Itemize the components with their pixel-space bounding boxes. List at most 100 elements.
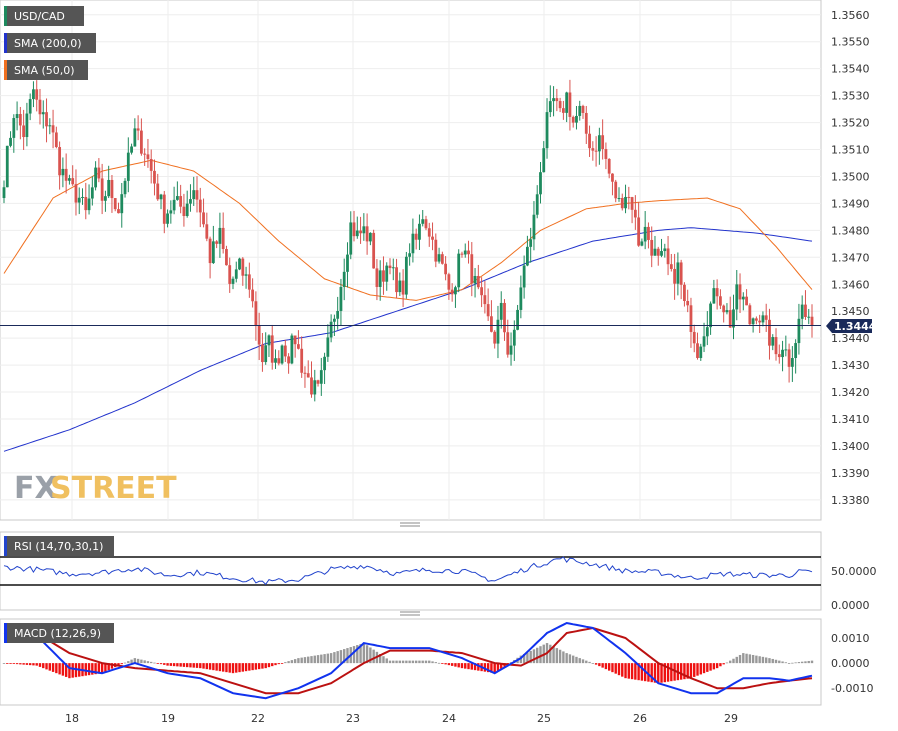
- legend-sma200[interactable]: SMA (200,0): [4, 33, 96, 53]
- macd-histogram-bar: [277, 663, 280, 665]
- macd-histogram-bar: [663, 663, 666, 683]
- candle-body: [9, 137, 12, 146]
- macd-histogram-bar: [45, 663, 48, 670]
- price-tick-label: 1.3430: [831, 359, 870, 372]
- legend-rsi[interactable]: RSI (14,70,30,1): [4, 536, 114, 556]
- candle-body: [565, 92, 569, 113]
- macd-histogram-bar: [218, 663, 222, 672]
- macd-histogram-bar: [343, 649, 346, 664]
- macd-histogram-bar: [261, 663, 264, 669]
- macd-histogram-bar: [185, 663, 189, 668]
- legend-sma50[interactable]: SMA (50,0): [4, 60, 88, 80]
- macd-histogram-bar: [182, 663, 186, 667]
- price-panel: [0, 0, 822, 521]
- macd-histogram-bar: [408, 660, 411, 664]
- candle-body: [270, 335, 274, 363]
- candlestick-series: [2, 79, 814, 402]
- macd-histogram-bar: [22, 663, 25, 665]
- macd-histogram-bar: [405, 660, 408, 664]
- candle-body: [48, 125, 52, 127]
- candle-body: [457, 253, 461, 288]
- macd-histogram-bar: [287, 661, 290, 664]
- macd-histogram-bar: [280, 663, 284, 664]
- macd-histogram-bar: [470, 663, 473, 670]
- candle-body: [588, 133, 591, 149]
- candle-body: [35, 89, 39, 100]
- legend-instrument[interactable]: USD/CAD: [4, 6, 84, 26]
- candle-body: [712, 288, 716, 304]
- candle-body: [326, 337, 330, 357]
- candle-body: [391, 267, 395, 269]
- macd-histogram-bar: [483, 663, 487, 672]
- macd-histogram-bar: [64, 663, 68, 677]
- candle-body: [306, 373, 310, 378]
- candle-body: [205, 224, 209, 239]
- macd-histogram-bar: [257, 663, 261, 670]
- macd-histogram-bar: [751, 654, 755, 664]
- macd-histogram-bar: [244, 663, 248, 672]
- macd-histogram-bar: [725, 662, 729, 664]
- candle-body: [758, 320, 762, 323]
- candle-body: [2, 187, 6, 199]
- pane-resize-handle-macd[interactable]: [400, 611, 420, 616]
- macd-histogram-bar: [392, 660, 395, 664]
- macd-histogram-bar: [385, 658, 388, 664]
- x-tick-label: 22: [251, 712, 265, 725]
- macd-histogram-bar: [787, 663, 791, 664]
- price-tick-label: 1.3540: [831, 63, 870, 76]
- macd-histogram-bar: [552, 646, 555, 664]
- price-grid: [0, 0, 821, 520]
- macd-histogram-bar: [28, 663, 32, 666]
- macd-histogram-bar: [87, 663, 91, 676]
- macd-histogram-bar: [61, 663, 65, 676]
- sma50-line: [3, 159, 813, 301]
- candle-body: [470, 254, 474, 284]
- candle-body: [146, 154, 150, 159]
- legend-sma200-label: SMA (200,0): [14, 37, 82, 50]
- candle-body: [257, 325, 261, 345]
- macd-histogram-bar: [657, 663, 660, 684]
- candle-body: [267, 335, 271, 346]
- candle-body: [133, 128, 137, 147]
- candle-body: [450, 289, 454, 295]
- candle-body: [261, 344, 264, 363]
- candle-body: [689, 305, 693, 332]
- macd-histogram-bar: [686, 663, 689, 679]
- candle-body: [45, 112, 48, 127]
- macd-histogram-bar: [195, 663, 199, 668]
- candle-body: [604, 149, 608, 159]
- legend-macd[interactable]: MACD (12,26,9): [4, 623, 114, 643]
- pane-resize-handle-rsi[interactable]: [400, 522, 420, 527]
- macd-histogram-bar: [791, 662, 794, 664]
- candle-body: [123, 180, 127, 195]
- candle-body: [346, 254, 349, 272]
- candle-body: [94, 167, 97, 188]
- candle-body: [22, 125, 26, 138]
- candle-body: [100, 178, 104, 201]
- price-tick-label: 1.3480: [831, 224, 870, 237]
- macd-histogram-bar: [536, 647, 539, 664]
- candle-body: [378, 270, 382, 287]
- candle-body: [522, 265, 526, 288]
- x-axis-ticks: 18 19 22 23 24 25 26 29: [65, 712, 738, 725]
- macd-histogram-bar: [447, 663, 451, 666]
- candle-body: [388, 265, 392, 269]
- macd-histogram-bar: [800, 661, 804, 664]
- macd-histogram-bar: [362, 643, 366, 664]
- candle-body: [607, 158, 611, 174]
- macd-histogram-bar: [9, 663, 12, 664]
- macd-histogram-bar: [565, 653, 568, 664]
- macd-histogram-bar: [477, 663, 480, 671]
- macd-histogram-bar: [601, 663, 604, 668]
- candle-body: [532, 214, 536, 240]
- macd-histogram-bar: [428, 660, 431, 664]
- candle-body: [591, 148, 595, 151]
- candle-body: [440, 254, 444, 264]
- macd-histogram-bar: [38, 663, 42, 667]
- macd-histogram-bar: [172, 663, 176, 667]
- candle-body: [761, 315, 765, 323]
- macd-histogram-bar: [293, 659, 297, 664]
- price-tick-label: 1.3420: [831, 386, 870, 399]
- candle-body: [323, 356, 326, 371]
- candle-body: [673, 268, 677, 284]
